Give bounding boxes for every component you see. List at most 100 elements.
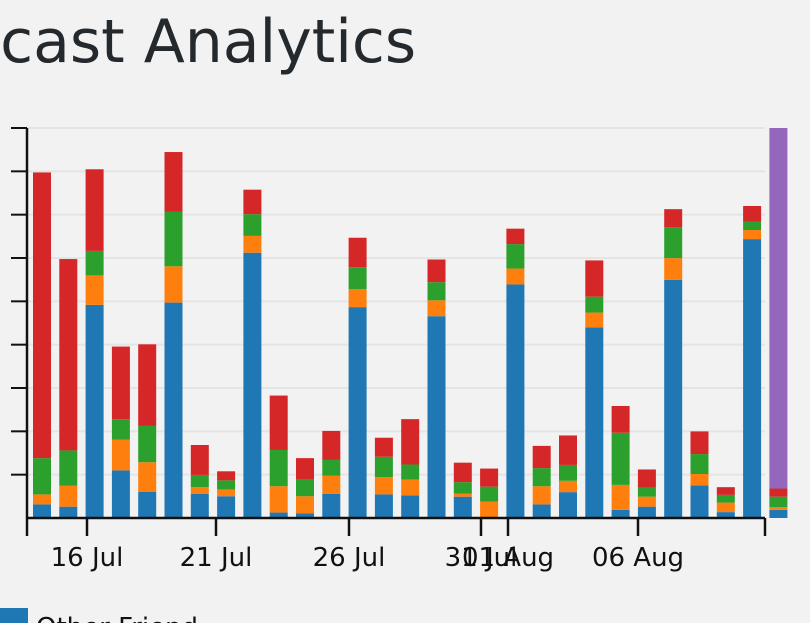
- bar-segment: [111, 346, 130, 420]
- bar-segment: [559, 464, 577, 481]
- bar-segment: [480, 501, 499, 518]
- bars: [33, 128, 788, 519]
- bar-segment: [296, 458, 314, 479]
- bar-segment: [506, 228, 525, 245]
- page-title: dcast Analytics: [0, 7, 417, 77]
- bar-segment: [243, 189, 262, 215]
- axes: [11, 127, 767, 536]
- bar-segment: [217, 480, 236, 490]
- bar-segment: [637, 496, 656, 507]
- bar-segment: [743, 230, 762, 240]
- bar-segment: [164, 266, 183, 303]
- bar-segment: [532, 468, 551, 487]
- bar-segment: [348, 307, 367, 518]
- bar-segment: [374, 494, 393, 518]
- bar-segment: [33, 172, 51, 459]
- bar-segment: [585, 312, 604, 328]
- bar-segment: [690, 454, 709, 475]
- bar-segment: [664, 227, 683, 259]
- legend-swatch: [0, 608, 28, 623]
- bar-segment: [585, 327, 604, 518]
- bar-segment: [716, 502, 735, 513]
- bar-segment: [769, 507, 788, 510]
- bar-segment: [269, 449, 288, 487]
- bar-segment: [559, 435, 577, 465]
- bar-segment: [506, 244, 525, 269]
- bar-segment: [453, 493, 472, 497]
- bar-segment: [637, 469, 656, 488]
- x-tick-label: 31 Jul: [445, 543, 518, 573]
- bar-segment: [743, 221, 762, 231]
- bar-segment: [532, 445, 551, 469]
- bar-segment: [716, 487, 735, 495]
- bar-segment: [611, 509, 630, 518]
- bar-segment: [190, 487, 209, 494]
- bar-segment: [743, 206, 762, 222]
- bar-segment: [296, 496, 314, 514]
- bar-segment: [690, 474, 709, 486]
- bar-segment: [322, 475, 341, 494]
- bar-segment: [59, 485, 78, 507]
- bar-segment: [243, 252, 262, 519]
- bar-segment: [348, 288, 367, 308]
- bar-segment: [769, 509, 788, 518]
- bar-segment: [427, 300, 446, 317]
- bar-segment: [59, 506, 78, 518]
- bar-segment: [33, 494, 51, 505]
- bar-segment: [85, 250, 104, 276]
- x-tick-label: 01 Aug: [462, 543, 554, 573]
- bar-segment: [111, 470, 130, 518]
- bar-segment: [59, 259, 78, 451]
- bar-segment: [611, 484, 630, 510]
- bar-segment: [33, 504, 51, 518]
- bar-segment: [585, 296, 604, 313]
- bar-segment: [743, 239, 762, 518]
- bar-segment: [190, 444, 209, 475]
- legend: Other Friend: [0, 608, 198, 623]
- x-tick-label: 16 Jul: [51, 543, 124, 573]
- bar-segment: [164, 152, 183, 212]
- bar-segment: [664, 279, 683, 518]
- bar-segment: [322, 493, 341, 518]
- bar-segment: [243, 235, 262, 253]
- x-tick-label: 26 Jul: [313, 543, 386, 573]
- bar-segment: [637, 487, 656, 497]
- bar-segment: [769, 128, 788, 489]
- bar-segment: [190, 474, 209, 488]
- bar-segment: [269, 486, 288, 513]
- bar-segment: [611, 432, 630, 485]
- bar-segment: [59, 450, 78, 486]
- bar-segment: [322, 459, 341, 476]
- bar-segment: [269, 512, 288, 518]
- bar-segment: [374, 477, 393, 495]
- bar-segment: [164, 211, 183, 267]
- bar-segment: [85, 304, 104, 518]
- bar-segment: [138, 491, 157, 518]
- bar-segment: [33, 458, 51, 495]
- bar-segment: [559, 480, 577, 493]
- bar-segment: [85, 169, 104, 251]
- bar-segment: [269, 395, 288, 450]
- bar-segment: [506, 284, 525, 518]
- bar-segment: [453, 496, 472, 518]
- bar-segment: [427, 282, 446, 301]
- bar-segment: [480, 468, 499, 487]
- bar-segment: [453, 482, 472, 494]
- x-tick-label: 21 Jul: [180, 543, 253, 573]
- bar-segment: [664, 258, 683, 280]
- bar-segment: [138, 425, 157, 463]
- bar-segment: [769, 496, 788, 508]
- bar-segment: [348, 237, 367, 268]
- bar-segment: [85, 275, 104, 305]
- bar-segment: [716, 512, 735, 518]
- bar-segment: [296, 479, 314, 497]
- bar-segment: [559, 492, 577, 518]
- bar-segment: [111, 419, 130, 440]
- bar-segment: [716, 494, 735, 503]
- bar-segment: [243, 214, 262, 236]
- bar-segment: [322, 430, 341, 460]
- x-tick-label: 06 Aug: [592, 543, 684, 573]
- bar-segment: [453, 462, 472, 483]
